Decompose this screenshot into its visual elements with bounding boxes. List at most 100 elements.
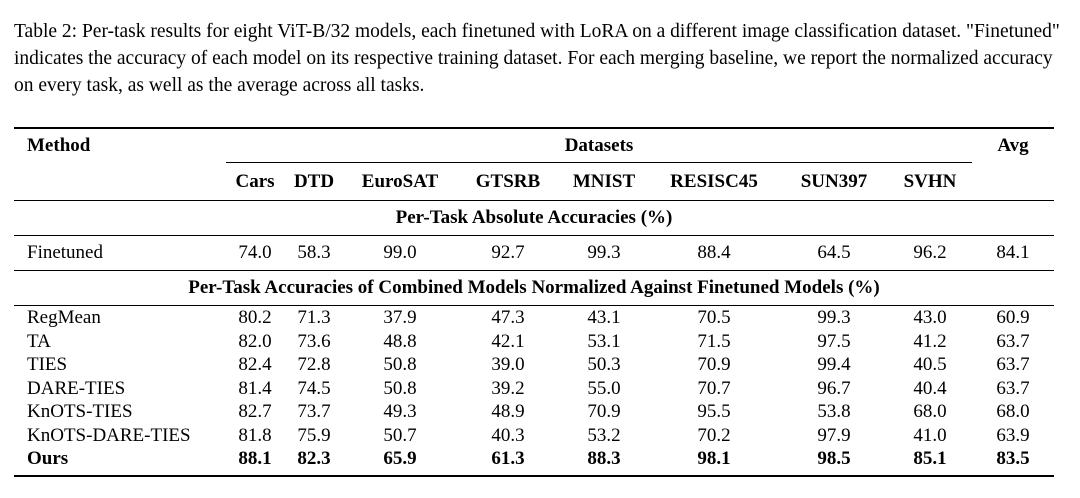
value-cell: 80.2 bbox=[226, 305, 284, 330]
value-cell: 43.1 bbox=[560, 305, 648, 330]
value-cell: 74.0 bbox=[226, 235, 284, 271]
value-cell: 37.9 bbox=[344, 305, 456, 330]
value-cell: 82.7 bbox=[238, 401, 272, 423]
caption-text: Per-task results for eight ViT-B/32 mode… bbox=[14, 21, 1060, 96]
value-cell: 71.5 bbox=[697, 330, 731, 352]
value-cell: 74.5 bbox=[297, 377, 331, 399]
value-cell: 73.6 bbox=[297, 330, 331, 352]
value-cell: 68.0 bbox=[913, 401, 947, 423]
avg-cell: 60.9 bbox=[972, 305, 1054, 330]
table-caption: Table 2: Per-task results for eight ViT-… bbox=[14, 18, 1068, 99]
avg-cell: 63.7 bbox=[996, 330, 1030, 352]
value-cell: 50.8 bbox=[383, 354, 417, 376]
value-cell: 96.7 bbox=[817, 377, 851, 399]
value-cell: 99.4 bbox=[817, 354, 851, 376]
value-cell: 41.2 bbox=[913, 330, 947, 352]
table-row: RegMean 80.2 71.3 37.9 47.3 43.1 70.5 99.3 43.0 6… bbox=[14, 305, 1054, 330]
method-cell: KnOTS-TIES bbox=[27, 401, 133, 423]
value-cell: 70.2 bbox=[697, 424, 731, 446]
value-cell: 95.5 bbox=[697, 401, 731, 423]
value-cell: 53.1 bbox=[587, 330, 621, 352]
col-header: Cars bbox=[235, 170, 275, 192]
method-cell: Ours bbox=[27, 448, 69, 470]
value-cell: 64.5 bbox=[780, 235, 888, 271]
caption-label: Table 2: bbox=[14, 21, 78, 42]
table-row: KnOTS-DARE-TIES 81.8 75.9 50.7 40.3 53.2 70.2 9… bbox=[14, 424, 1054, 448]
method-cell: TIES bbox=[27, 354, 68, 376]
value-cell: 50.8 bbox=[383, 377, 417, 399]
avg-cell: 84.1 bbox=[972, 235, 1054, 271]
section-title: Per-Task Absolute Accuracies (%) bbox=[14, 200, 1054, 236]
method-cell: KnOTS-DARE-TIES bbox=[27, 424, 191, 446]
value-cell: 99.3 bbox=[780, 305, 888, 330]
results-table: Method Datasets Avg Cars DTD EuroSAT GTS… bbox=[14, 127, 1054, 477]
value-cell: 42.1 bbox=[491, 330, 525, 352]
value-cell: 88.3 bbox=[587, 448, 621, 470]
method-cell: Finetuned bbox=[14, 235, 226, 271]
table-row: TIES 82.4 72.8 50.8 39.0 50.3 70.9 99.4 40.5 63.7 bbox=[14, 353, 1054, 377]
value-cell: 40.3 bbox=[491, 424, 525, 446]
value-cell: 53.8 bbox=[817, 401, 851, 423]
value-cell: 98.5 bbox=[817, 448, 851, 470]
avg-cell: 63.7 bbox=[996, 377, 1030, 399]
value-cell: 49.3 bbox=[383, 401, 417, 423]
value-cell: 99.3 bbox=[560, 235, 648, 271]
section-title: Per-Task Accuracies of Combined Models N… bbox=[14, 270, 1054, 306]
value-cell: 50.7 bbox=[383, 424, 417, 446]
value-cell: 47.3 bbox=[456, 305, 560, 330]
value-cell: 41.0 bbox=[913, 424, 947, 446]
avg-cell: 68.0 bbox=[996, 401, 1030, 423]
value-cell: 82.3 bbox=[297, 448, 331, 470]
col-header: SUN397 bbox=[800, 170, 868, 192]
header-row-2: Cars DTD EuroSAT GTSRB MNIST RESISC45 SU… bbox=[14, 163, 1054, 201]
value-cell: 70.9 bbox=[587, 401, 621, 423]
value-cell: 40.5 bbox=[913, 354, 947, 376]
value-cell: 39.0 bbox=[491, 354, 525, 376]
value-cell: 58.3 bbox=[284, 235, 344, 271]
value-cell: 96.2 bbox=[888, 235, 972, 271]
table-row: KnOTS-TIES 82.7 73.7 49.3 48.9 70.9 95.5 53.8 68… bbox=[14, 400, 1054, 424]
value-cell: 40.4 bbox=[913, 377, 947, 399]
method-cell: RegMean bbox=[14, 305, 226, 330]
method-cell: TA bbox=[27, 330, 51, 352]
method-header: Method bbox=[27, 134, 91, 156]
avg-cell: 83.5 bbox=[996, 448, 1030, 470]
value-cell: 82.4 bbox=[238, 354, 272, 376]
value-cell: 72.8 bbox=[297, 354, 331, 376]
section-absolute: Per-Task Absolute Accuracies (%) bbox=[14, 200, 1054, 236]
value-cell: 97.9 bbox=[817, 424, 851, 446]
value-cell: 88.1 bbox=[238, 448, 272, 470]
col-header: EuroSAT bbox=[361, 170, 439, 192]
value-cell: 82.0 bbox=[238, 330, 272, 352]
value-cell: 71.3 bbox=[284, 305, 344, 330]
avg-cell: 63.9 bbox=[996, 424, 1030, 446]
value-cell: 98.1 bbox=[697, 448, 731, 470]
value-cell: 43.0 bbox=[888, 305, 972, 330]
value-cell: 53.2 bbox=[587, 424, 621, 446]
value-cell: 73.7 bbox=[297, 401, 331, 423]
value-cell: 99.0 bbox=[344, 235, 456, 271]
avg-cell: 63.7 bbox=[996, 354, 1030, 376]
value-cell: 81.8 bbox=[238, 424, 272, 446]
value-cell: 75.9 bbox=[297, 424, 331, 446]
value-cell: 88.4 bbox=[648, 235, 780, 271]
value-cell: 70.9 bbox=[697, 354, 731, 376]
value-cell: 55.0 bbox=[587, 377, 621, 399]
col-header: GTSRB bbox=[475, 170, 541, 192]
value-cell: 81.4 bbox=[238, 377, 272, 399]
value-cell: 97.5 bbox=[817, 330, 851, 352]
col-header: SVHN bbox=[903, 170, 957, 192]
value-cell: 85.1 bbox=[913, 448, 947, 470]
section-normalized: Per-Task Accuracies of Combined Models N… bbox=[14, 270, 1054, 306]
value-cell: 92.7 bbox=[456, 235, 560, 271]
col-header: RESISC45 bbox=[670, 170, 758, 192]
value-cell: 70.5 bbox=[648, 305, 780, 330]
col-header: DTD bbox=[293, 170, 335, 192]
value-cell: 70.7 bbox=[697, 377, 731, 399]
value-cell: 61.3 bbox=[491, 448, 525, 470]
col-header: MNIST bbox=[572, 170, 636, 192]
value-cell: 50.3 bbox=[587, 354, 621, 376]
value-cell: 48.8 bbox=[383, 330, 417, 352]
value-cell: 39.2 bbox=[491, 377, 525, 399]
value-cell: 65.9 bbox=[383, 448, 417, 470]
